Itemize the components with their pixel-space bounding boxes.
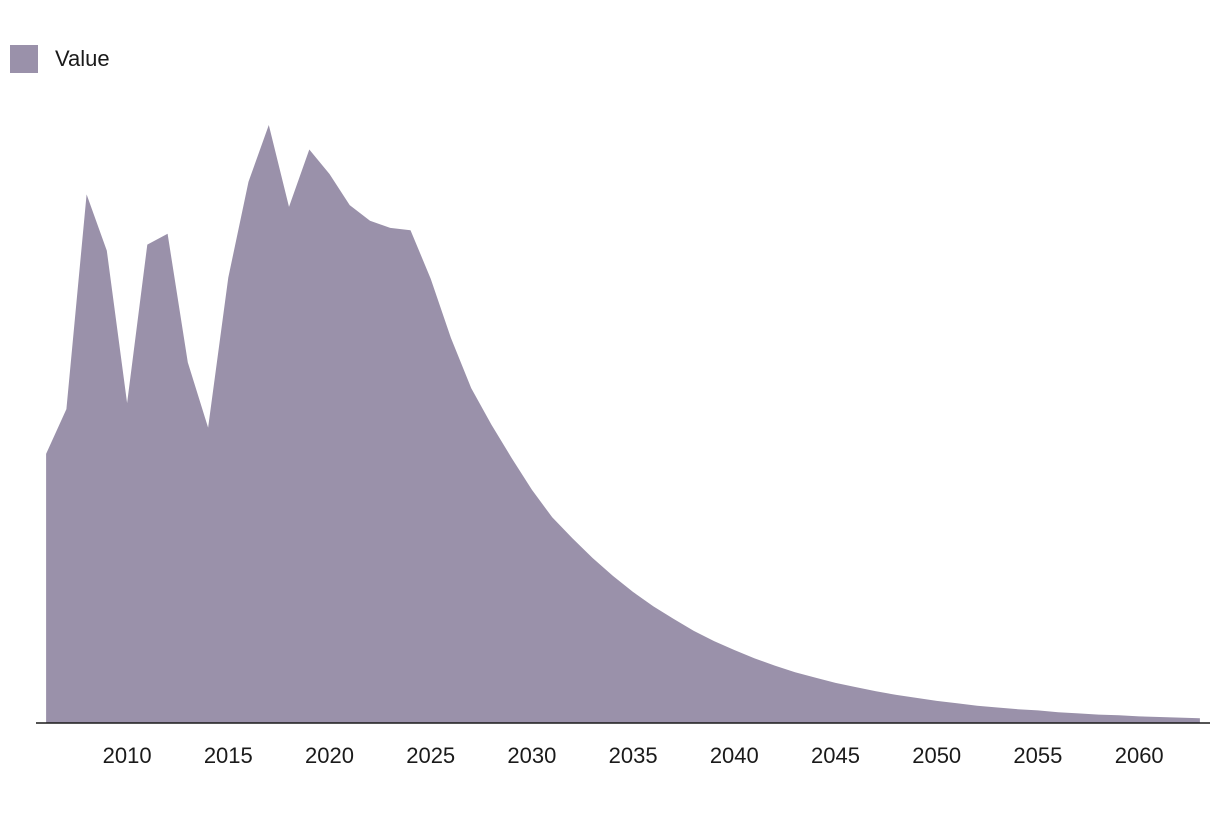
x-tick-label: 2060 <box>1115 743 1164 768</box>
area-series-value <box>46 125 1200 723</box>
x-tick-label: 2010 <box>103 743 152 768</box>
plot-area: GlobalData 2010 2015 2020 2025 2030 2035 2040 2… <box>36 125 1210 768</box>
x-tick-label: 2035 <box>609 743 658 768</box>
x-tick-label: 2040 <box>710 743 759 768</box>
x-tick-label: 2015 <box>204 743 253 768</box>
watermark: GlobalData <box>494 386 727 435</box>
legend-label: Value <box>55 46 110 71</box>
x-tick-label: 2045 <box>811 743 860 768</box>
x-axis-ticks: 2010 2015 2020 2025 2030 2035 2040 2045 2050 2055… <box>103 743 1164 768</box>
x-tick-label: 2050 <box>912 743 961 768</box>
legend-swatch <box>10 45 38 73</box>
x-tick-label: 2025 <box>406 743 455 768</box>
x-tick-label: 2020 <box>305 743 354 768</box>
legend: Value <box>10 45 110 73</box>
x-tick-label: 2055 <box>1013 743 1062 768</box>
x-tick-label: 2030 <box>507 743 556 768</box>
